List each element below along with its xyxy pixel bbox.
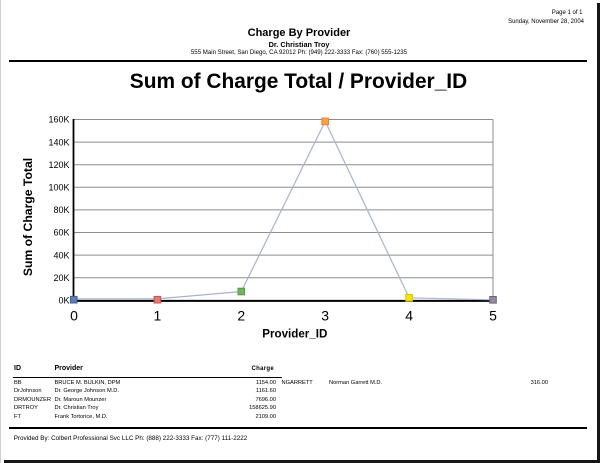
svg-text:140K: 140K (48, 137, 69, 147)
svg-text:Provider_ID: Provider_ID (262, 328, 327, 341)
svg-text:20K: 20K (53, 273, 69, 283)
svg-text:Sum of Charge Total: Sum of Charge Total (21, 158, 35, 276)
svg-text:40K: 40K (53, 250, 69, 260)
svg-text:160K: 160K (48, 115, 69, 125)
svg-text:2: 2 (237, 308, 245, 324)
svg-text:3: 3 (321, 308, 329, 324)
svg-text:0: 0 (70, 308, 78, 324)
svg-text:80K: 80K (53, 205, 69, 215)
svg-text:1: 1 (154, 308, 162, 324)
svg-text:5: 5 (489, 308, 497, 324)
svg-text:4: 4 (405, 308, 413, 324)
svg-text:120K: 120K (48, 160, 69, 170)
svg-text:0K: 0K (58, 296, 69, 306)
svg-text:100K: 100K (48, 183, 69, 193)
svg-text:60K: 60K (53, 228, 69, 238)
